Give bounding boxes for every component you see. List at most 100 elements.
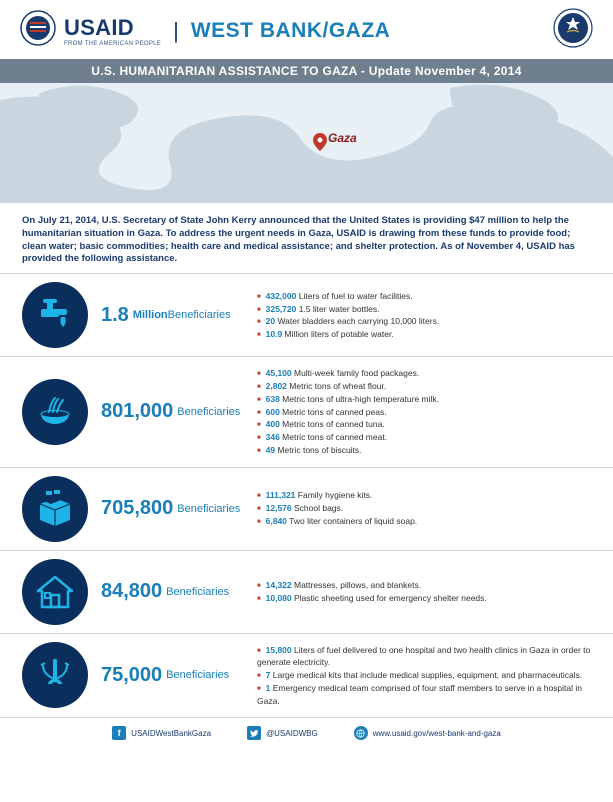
bullets-cell: 111,321 Family hygiene kits.12,576 Schoo… (253, 468, 613, 550)
map-section: Gaza (0, 83, 613, 203)
bullet-item: 6,840 Two liter containers of liquid soa… (257, 515, 417, 528)
bullet-list: 432,000 Liters of fuel to water faciliti… (257, 290, 439, 341)
bullet-item: 12,576 School bags. (257, 502, 417, 515)
stat-word: Beneficiaries (168, 309, 231, 321)
usaid-seal-icon (20, 10, 56, 51)
footer: f USAIDWestBankGaza @USAIDWBG www.usaid.… (0, 718, 613, 746)
bullet-text: Liters of fuel delivered to one hospital… (257, 645, 590, 668)
icon-cell (0, 357, 95, 466)
bullets-cell: 45,100 Multi-week family food packages.2… (253, 357, 613, 466)
state-dept-seal-icon (553, 8, 593, 53)
bullet-text: Mattresses, pillows, and blankets. (292, 580, 421, 590)
bullet-text: Family hygiene kits. (295, 490, 372, 500)
bullet-item: 346 Metric tons of canned meat. (257, 431, 439, 444)
icon-cell (0, 468, 95, 550)
brand-subtitle: FROM THE AMERICAN PEOPLE (64, 41, 161, 47)
stat-unit: Million (133, 309, 168, 321)
stat-row: 705,800Beneficiaries111,321 Family hygie… (0, 467, 613, 551)
bullets-cell: 15,800 Liters of fuel delivered to one h… (253, 634, 613, 718)
gaza-label: Gaza (328, 131, 357, 145)
stat-number: 1.8 (101, 304, 129, 327)
stat-number: 801,000 (101, 400, 173, 423)
bullet-value: 2,802 (266, 381, 287, 391)
bullet-item: 20 Water bladders each carrying 10,000 l… (257, 315, 439, 328)
box-icon (22, 476, 88, 542)
stat-number: 705,800 (101, 497, 173, 520)
region-title: WEST BANK/GAZA (191, 19, 391, 43)
icon-cell (0, 551, 95, 633)
intro-paragraph: On July 21, 2014, U.S. Secretary of Stat… (0, 203, 613, 274)
stat-word: Beneficiaries (166, 669, 229, 681)
brand-text: USAID FROM THE AMERICAN PEOPLE (64, 15, 161, 47)
icon-cell (0, 274, 95, 356)
bullet-value: 20 (266, 316, 275, 326)
bullet-value: 14,322 (266, 580, 292, 590)
stat-word: Beneficiaries (166, 586, 229, 598)
bullet-item: 400 Metric tons of canned tuna. (257, 418, 439, 431)
bullet-item: 111,321 Family hygiene kits. (257, 489, 417, 502)
bullet-item: 7 Large medical kits that include medica… (257, 669, 599, 682)
globe-icon (354, 726, 368, 740)
bullet-list: 45,100 Multi-week family food packages.2… (257, 367, 439, 456)
bullet-item: 10.9 Million liters of potable water. (257, 328, 439, 341)
bullet-text: Water bladders each carrying 10,000 lite… (275, 316, 439, 326)
bullet-text: Liters of fuel to water facilities. (296, 291, 412, 301)
stat-number: 84,800 (101, 580, 162, 603)
bullet-value: 12,576 (266, 503, 292, 513)
bullet-value: 638 (266, 394, 280, 404)
stat-cell: 84,800 Beneficiaries (95, 551, 253, 633)
stat-cell: 1.8 Million Beneficiaries (95, 274, 253, 356)
bullet-item: 432,000 Liters of fuel to water faciliti… (257, 290, 439, 303)
bullets-cell: 432,000 Liters of fuel to water faciliti… (253, 274, 613, 356)
bullet-value: 600 (266, 407, 280, 417)
bullets-cell: 14,322 Mattresses, pillows, and blankets… (253, 551, 613, 633)
bullet-value: 346 (266, 432, 280, 442)
footer-facebook-text: USAIDWestBankGaza (131, 729, 211, 738)
subtitle-bar: U.S. HUMANITARIAN ASSISTANCE TO GAZA - U… (0, 59, 613, 83)
bullet-value: 10.9 (266, 329, 283, 339)
bullet-value: 49 (266, 445, 275, 455)
footer-website-text: www.usaid.gov/west-bank-and-gaza (373, 729, 501, 738)
icon-cell (0, 634, 95, 718)
bullet-item: 49 Metric tons of biscuits. (257, 444, 439, 457)
stat-cell: 75,000Beneficiaries (95, 634, 253, 718)
rows-container: 1.8 Million Beneficiaries 432,000 Liters o… (0, 273, 613, 718)
bullet-item: 14,322 Mattresses, pillows, and blankets… (257, 579, 487, 592)
stat-row: 75,000Beneficiaries15,800 Liters of fuel… (0, 633, 613, 719)
brand-block: USAID FROM THE AMERICAN PEOPLE | WEST BA… (20, 10, 390, 51)
stat-word: Beneficiaries (177, 406, 240, 418)
bullet-text: Metric tons of canned meat. (280, 432, 387, 442)
bullet-value: 6,840 (266, 516, 287, 526)
bullet-text: Metric tons of ultra-high temperature mi… (280, 394, 439, 404)
bullet-list: 15,800 Liters of fuel delivered to one h… (257, 644, 599, 708)
footer-twitter[interactable]: @USAIDWBG (247, 726, 318, 740)
bullet-item: 10,080 Plastic sheeting used for emergen… (257, 592, 487, 605)
stat-cell: 801,000 Beneficiaries (95, 357, 253, 466)
bowl-icon (22, 379, 88, 445)
bullet-item: 638 Metric tons of ultra-high temperatur… (257, 393, 439, 406)
bullet-text: Emergency medical team comprised of four… (257, 683, 582, 706)
medical-icon (22, 642, 88, 708)
bullet-value: 10,080 (266, 593, 292, 603)
bullet-value: 400 (266, 419, 280, 429)
divider-pipe: | (173, 18, 179, 44)
bullet-item: 2,802 Metric tons of wheat flour. (257, 380, 439, 393)
bullet-text: Metric tons of canned peas. (280, 407, 387, 417)
bullet-value: 15,800 (266, 645, 292, 655)
bullet-text: Metric tons of canned tuna. (280, 419, 385, 429)
bullet-item: 1 Emergency medical team comprised of fo… (257, 682, 599, 708)
faucet-icon (22, 282, 88, 348)
footer-facebook[interactable]: f USAIDWestBankGaza (112, 726, 211, 740)
bullet-value: 325,720 (266, 304, 297, 314)
bullet-item: 600 Metric tons of canned peas. (257, 406, 439, 419)
bullet-list: 111,321 Family hygiene kits.12,576 Schoo… (257, 489, 417, 527)
header: USAID FROM THE AMERICAN PEOPLE | WEST BA… (0, 0, 613, 59)
bullet-item: 15,800 Liters of fuel delivered to one h… (257, 644, 599, 670)
bullet-text: Two liter containers of liquid soap. (287, 516, 417, 526)
bullet-value: 432,000 (266, 291, 297, 301)
bullet-item: 45,100 Multi-week family food packages. (257, 367, 439, 380)
bullet-text: Metric tons of wheat flour. (287, 381, 386, 391)
bullet-text: 1.5 liter water bottles. (296, 304, 379, 314)
footer-website[interactable]: www.usaid.gov/west-bank-and-gaza (354, 726, 501, 740)
bullet-text: Million liters of potable water. (282, 329, 394, 339)
